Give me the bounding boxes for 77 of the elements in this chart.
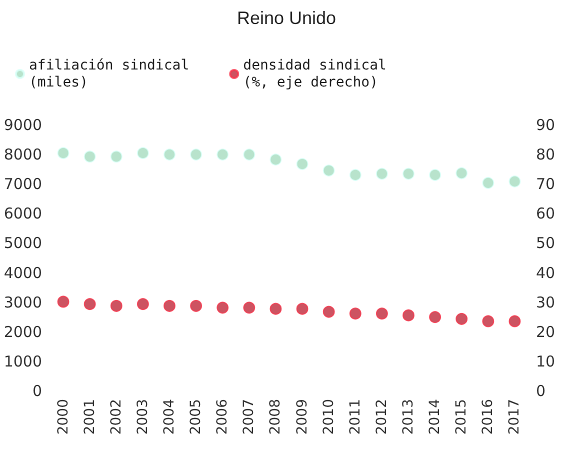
x-tick-label: 2013 <box>400 399 416 435</box>
point <box>349 308 362 320</box>
x-tick-label: 2003 <box>134 399 151 435</box>
y-tick-label: 6000 <box>4 204 42 223</box>
y-tick-label: 0 <box>32 382 42 400</box>
y2-tick-label: 60 <box>536 204 556 223</box>
point <box>296 302 308 315</box>
x-tick-label: 2012 <box>374 399 390 435</box>
y-tick-label: 5000 <box>4 234 42 252</box>
point <box>57 296 70 308</box>
y-tick-label: 1000 <box>4 352 42 370</box>
point <box>110 150 122 163</box>
point <box>164 148 176 161</box>
point <box>482 315 494 328</box>
point <box>508 315 521 328</box>
x-tick-label: 2014 <box>427 398 444 435</box>
point <box>136 147 149 160</box>
x-tick-label: 2017 <box>506 399 523 435</box>
x-tick-label: 2006 <box>214 398 231 435</box>
point <box>216 148 229 161</box>
point <box>164 300 176 312</box>
point <box>508 175 521 188</box>
x-tick-label: 2015 <box>454 399 470 435</box>
point <box>402 309 414 322</box>
y2-tick-label: 90 <box>536 116 556 134</box>
y2-tick-label: 10 <box>536 352 556 370</box>
point <box>243 148 256 161</box>
y-tick-label: 9000 <box>4 116 42 134</box>
point <box>216 302 229 314</box>
point <box>349 168 362 181</box>
x-tick-label: 2016 <box>480 398 496 435</box>
point <box>456 167 468 180</box>
y2-tick-label: 20 <box>536 322 556 341</box>
x-tick-label: 2002 <box>108 399 124 435</box>
point <box>270 302 282 315</box>
y2-tick-label: 70 <box>536 175 556 194</box>
x-tick-label: 2004 <box>162 398 178 435</box>
chart-title: Reino Unido <box>236 8 336 28</box>
y-tick-label: 4000 <box>4 264 42 282</box>
point <box>429 311 442 324</box>
point <box>84 298 96 310</box>
point <box>243 302 256 314</box>
point <box>482 176 494 189</box>
x-tick-label: 2009 <box>294 399 310 435</box>
point <box>322 164 335 177</box>
y-tick-label: 7000 <box>4 175 42 194</box>
legend-label: densidad sindical (%, eje derecho) <box>243 58 386 90</box>
x-tick-label: 2008 <box>268 399 284 435</box>
x-tick-label: 2007 <box>241 399 258 435</box>
point <box>57 147 70 160</box>
y-tick-label: 8000 <box>4 146 42 164</box>
point <box>429 168 442 181</box>
point <box>402 168 414 180</box>
y-tick-label: 3000 <box>4 293 42 312</box>
point <box>190 300 202 312</box>
point <box>322 306 335 318</box>
x-tick-label: 2005 <box>188 399 204 435</box>
y-tick-label: 2000 <box>4 322 42 341</box>
point <box>296 158 308 170</box>
y2-tick-label: 50 <box>536 234 556 252</box>
x-tick-label: 2000 <box>55 399 72 435</box>
x-tick-label: 2010 <box>320 399 337 435</box>
y2-tick-label: 0 <box>536 382 546 400</box>
point <box>376 308 388 320</box>
point <box>110 300 122 312</box>
point <box>136 298 149 310</box>
point <box>270 154 282 166</box>
y2-tick-label: 80 <box>536 146 556 164</box>
x-tick-label: 2001 <box>82 399 98 435</box>
point <box>84 150 96 163</box>
x-tick-label: 2011 <box>347 399 364 435</box>
legend-label: afiliación sindical (miles) <box>29 58 190 90</box>
y2-tick-label: 40 <box>536 264 556 282</box>
y2-tick-label: 30 <box>536 293 556 312</box>
point <box>190 148 202 161</box>
point <box>456 312 468 325</box>
point <box>376 168 388 180</box>
